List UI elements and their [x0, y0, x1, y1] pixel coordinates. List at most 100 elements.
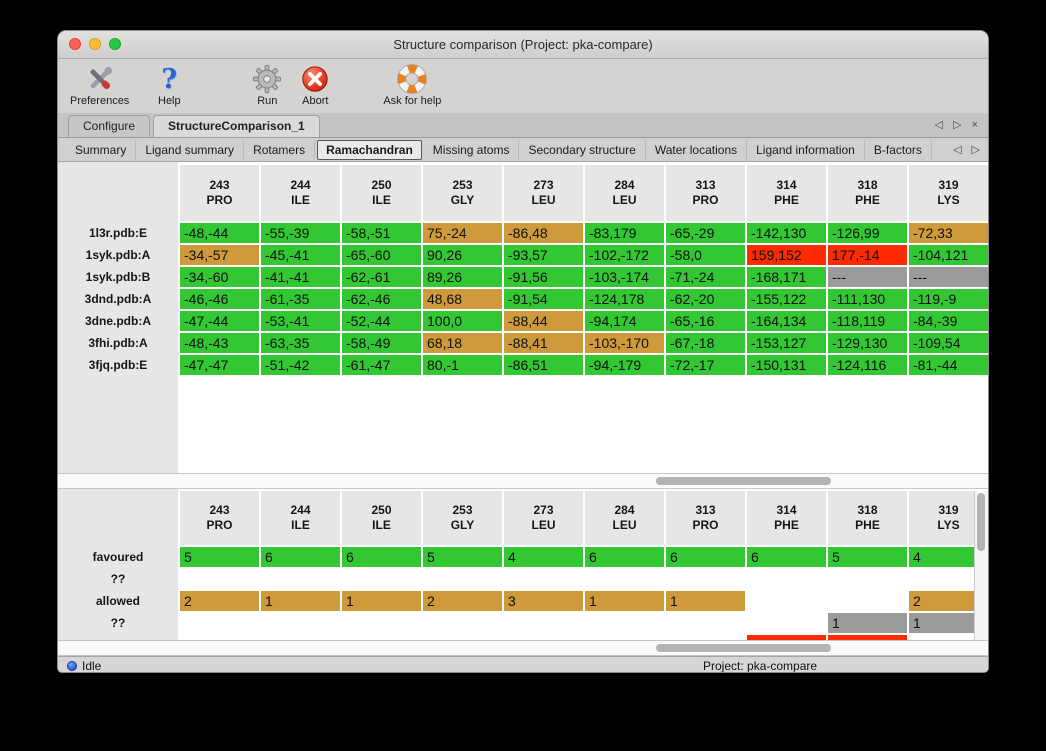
- column-header[interactable]: 253 GLY: [423, 491, 502, 545]
- data-cell[interactable]: -81,-44: [909, 355, 988, 375]
- subtab-rotamers[interactable]: Rotamers: [244, 139, 316, 160]
- column-header[interactable]: 314 PHE: [747, 165, 826, 221]
- data-cell[interactable]: -48,-43: [180, 333, 259, 353]
- data-cell[interactable]: -41,-41: [261, 267, 340, 287]
- data-cell[interactable]: 1: [909, 613, 988, 633]
- run-button[interactable]: Run: [247, 63, 287, 107]
- data-cell[interactable]: 5: [828, 547, 907, 567]
- data-cell[interactable]: -102,-172: [585, 245, 664, 265]
- bottom-vertical-scrollbar[interactable]: [974, 491, 988, 640]
- data-cell[interactable]: 5: [423, 547, 502, 567]
- data-cell[interactable]: -103,-174: [585, 267, 664, 287]
- top-horizontal-scrollbar[interactable]: [58, 473, 988, 489]
- column-header[interactable]: 318 PHE: [828, 165, 907, 221]
- data-cell[interactable]: -34,-57: [180, 245, 259, 265]
- tab-scroll-left-icon[interactable]: ◁: [934, 119, 944, 131]
- data-cell[interactable]: 6: [747, 547, 826, 567]
- data-cell[interactable]: -83,179: [585, 223, 664, 243]
- data-cell[interactable]: [666, 613, 745, 633]
- column-header[interactable]: 273 LEU: [504, 491, 583, 545]
- data-cell[interactable]: 90,26: [423, 245, 502, 265]
- row-label[interactable]: favoured: [58, 547, 178, 567]
- data-cell[interactable]: -129,130: [828, 333, 907, 353]
- data-cell[interactable]: -84,-39: [909, 311, 988, 331]
- data-cell[interactable]: 68,18: [423, 333, 502, 353]
- subtab-ligand-summary[interactable]: Ligand summary: [136, 139, 245, 160]
- column-header[interactable]: 318 PHE: [828, 491, 907, 545]
- row-label[interactable]: 1syk.pdb:A: [58, 245, 178, 265]
- zoom-window-button[interactable]: [109, 38, 121, 50]
- data-cell[interactable]: -58,-51: [342, 223, 421, 243]
- data-cell[interactable]: -86,48: [504, 223, 583, 243]
- bottom-scrollbar-thumb[interactable]: [656, 644, 831, 652]
- row-label[interactable]: 3fhi.pdb:A: [58, 333, 178, 353]
- data-cell[interactable]: [585, 613, 664, 633]
- data-cell[interactable]: [828, 569, 907, 589]
- data-cell[interactable]: 177,-14: [828, 245, 907, 265]
- data-cell[interactable]: [180, 613, 259, 633]
- data-cell[interactable]: 1: [342, 591, 421, 611]
- data-cell[interactable]: [504, 569, 583, 589]
- bottom-horizontal-scrollbar[interactable]: [58, 640, 988, 656]
- subtab-summary[interactable]: Summary: [66, 139, 137, 160]
- data-cell[interactable]: 80,-1: [423, 355, 502, 375]
- data-cell[interactable]: -72,33: [909, 223, 988, 243]
- data-cell[interactable]: -53,-41: [261, 311, 340, 331]
- data-cell[interactable]: -46,-46: [180, 289, 259, 309]
- data-cell[interactable]: -91,56: [504, 267, 583, 287]
- subtab-secondary-structure[interactable]: Secondary structure: [519, 139, 646, 160]
- data-cell[interactable]: -65,-29: [666, 223, 745, 243]
- data-cell[interactable]: -168,171: [747, 267, 826, 287]
- data-cell[interactable]: -65,-16: [666, 311, 745, 331]
- close-window-button[interactable]: [69, 38, 81, 50]
- abort-button[interactable]: Abort: [295, 63, 335, 107]
- data-cell[interactable]: -88,44: [504, 311, 583, 331]
- data-cell[interactable]: -62,-46: [342, 289, 421, 309]
- column-header[interactable]: 243 PRO: [180, 491, 259, 545]
- tab-structurecomparison-1[interactable]: StructureComparison_1: [153, 115, 320, 137]
- subtab-ligand-information[interactable]: Ligand information: [747, 139, 865, 160]
- data-cell[interactable]: -119,-9: [909, 289, 988, 309]
- data-cell[interactable]: -91,54: [504, 289, 583, 309]
- data-cell[interactable]: 75,-24: [423, 223, 502, 243]
- data-cell[interactable]: [261, 613, 340, 633]
- row-label[interactable]: ??: [58, 569, 178, 589]
- data-cell[interactable]: [261, 569, 340, 589]
- column-header[interactable]: 314 PHE: [747, 491, 826, 545]
- data-cell[interactable]: [747, 569, 826, 589]
- data-cell[interactable]: 4: [909, 547, 988, 567]
- subtab-scroll-left-icon[interactable]: ◁: [953, 144, 962, 156]
- data-cell[interactable]: -111,130: [828, 289, 907, 309]
- data-cell[interactable]: -47,-44: [180, 311, 259, 331]
- data-cell[interactable]: -63,-35: [261, 333, 340, 353]
- data-cell[interactable]: [423, 613, 502, 633]
- data-cell[interactable]: -142,130: [747, 223, 826, 243]
- data-cell[interactable]: -88,41: [504, 333, 583, 353]
- ask-for-help-button[interactable]: Ask for help: [383, 63, 441, 107]
- data-cell[interactable]: -164,134: [747, 311, 826, 331]
- data-cell[interactable]: 4: [504, 547, 583, 567]
- data-cell[interactable]: 1: [585, 591, 664, 611]
- data-cell[interactable]: -72,-17: [666, 355, 745, 375]
- tab-scroll-right-icon[interactable]: ▷: [953, 119, 962, 131]
- subtab-scroll-right-icon[interactable]: ▷: [971, 144, 980, 156]
- row-label[interactable]: 1l3r.pdb:E: [58, 223, 178, 243]
- column-header[interactable]: 250 ILE: [342, 165, 421, 221]
- data-cell[interactable]: 6: [666, 547, 745, 567]
- data-cell[interactable]: [423, 569, 502, 589]
- column-header[interactable]: 244 ILE: [261, 491, 340, 545]
- data-cell[interactable]: -155,122: [747, 289, 826, 309]
- data-cell[interactable]: -51,-42: [261, 355, 340, 375]
- data-cell[interactable]: 6: [342, 547, 421, 567]
- data-cell[interactable]: [504, 613, 583, 633]
- column-header[interactable]: 319 LYS: [909, 165, 988, 221]
- data-cell[interactable]: [585, 569, 664, 589]
- column-header[interactable]: 244 ILE: [261, 165, 340, 221]
- data-cell[interactable]: 1: [261, 591, 340, 611]
- data-cell[interactable]: [342, 613, 421, 633]
- data-cell[interactable]: -103,-170: [585, 333, 664, 353]
- data-cell[interactable]: [180, 569, 259, 589]
- data-cell[interactable]: [909, 569, 988, 589]
- data-cell[interactable]: 3: [504, 591, 583, 611]
- data-cell[interactable]: -94,-179: [585, 355, 664, 375]
